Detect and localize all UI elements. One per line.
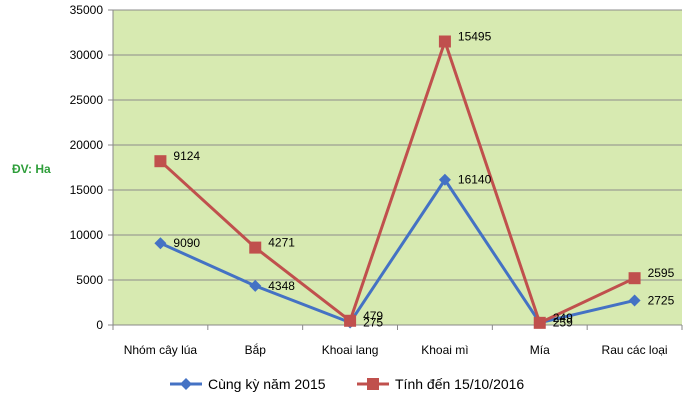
gridlines — [113, 9, 682, 281]
x-tick-label: Khoai mì — [421, 343, 468, 357]
data-label: 479 — [363, 309, 383, 323]
data-label: 275 — [363, 316, 383, 330]
y-tick-label: 20000 — [70, 138, 104, 152]
data-label: 4348 — [268, 279, 295, 293]
legend-diamond-icon — [180, 378, 192, 390]
legend-square-icon — [367, 378, 379, 390]
data-label: 2725 — [648, 293, 675, 307]
data-label: 249 — [553, 311, 573, 325]
y-tick-label: 35000 — [70, 3, 104, 17]
data-label: 9124 — [173, 149, 200, 163]
data-point-diamond — [438, 173, 451, 186]
y-tick-label: 30000 — [70, 48, 104, 62]
series-line-2 — [159, 40, 636, 325]
data-point-diamond — [249, 279, 262, 292]
data-labels: 9090 4348 275 16140 259 2725 9124 4271 479 15495 2… — [173, 30, 674, 330]
data-label: 16140 — [458, 173, 492, 187]
x-tick-label: Khoai lang — [322, 343, 379, 357]
data-point-square — [344, 314, 357, 327]
data-label: 15495 — [458, 30, 492, 44]
x-tick-label: Mía — [530, 343, 550, 357]
y-axis-label: ĐV: Ha — [12, 162, 51, 176]
data-point-square — [154, 155, 167, 168]
axes — [112, 10, 682, 326]
legend: Cùng kỳ năm 2015 Tính đến 15/10/2016 — [170, 376, 524, 392]
data-label: 4271 — [268, 236, 295, 250]
y-tick-label: 0 — [96, 318, 103, 332]
data-point-diamond — [154, 237, 167, 250]
x-tick-label: Nhóm cây lúa — [124, 343, 198, 357]
y-axis-ticks: 0 5000 10000 15000 20000 25000 30000 35000 — [70, 3, 113, 332]
data-point-square — [249, 241, 262, 254]
x-tick-label: Rau các loại — [602, 343, 668, 357]
y-tick-label: 10000 — [70, 228, 104, 242]
x-tick-label: Bắp — [245, 342, 267, 357]
data-label: 9090 — [173, 236, 200, 250]
legend-label-series-1: Cùng kỳ năm 2015 — [208, 376, 326, 392]
data-point-square — [533, 316, 546, 329]
y-tick-label: 15000 — [70, 183, 104, 197]
data-label: 2595 — [648, 266, 675, 280]
y-tick-label: 5000 — [76, 273, 103, 287]
legend-label-series-2: Tính đến 15/10/2016 — [395, 376, 524, 392]
series-line-1 — [159, 178, 635, 325]
data-point-diamond — [628, 294, 641, 307]
y-tick-label: 25000 — [70, 93, 104, 107]
plot-area — [113, 10, 682, 325]
data-label: 259 — [553, 316, 573, 330]
series-group — [154, 35, 641, 329]
data-point-square — [438, 35, 451, 48]
x-axis-ticks: Nhóm cây lúa Bắp Khoai lang Khoai mì Mía Rau … — [112, 325, 683, 357]
data-point-square — [628, 272, 641, 285]
